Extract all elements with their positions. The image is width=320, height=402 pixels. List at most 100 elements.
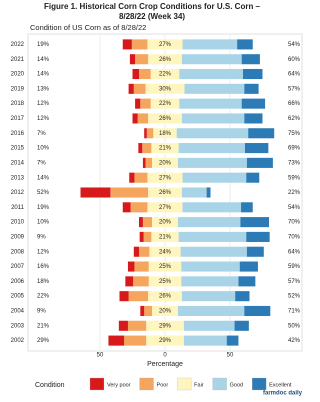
data-label: 13%: [37, 86, 50, 92]
bar-segment: [140, 305, 145, 317]
bar-segment: [80, 187, 111, 198]
y-tick-label: 2005: [11, 294, 25, 300]
bar-segment: [137, 113, 149, 124]
data-label: 7%: [37, 131, 46, 137]
bar-segment: [148, 113, 182, 124]
data-label: 59%: [288, 264, 301, 270]
bar-segment: [128, 83, 134, 94]
data-label: 16%: [37, 264, 50, 270]
bar-segment: [241, 98, 266, 109]
data-label: 62%: [288, 116, 301, 122]
bar-segment: [135, 54, 149, 65]
bar-segment: [110, 187, 149, 198]
bar-segment: [153, 128, 177, 139]
data-label: 52%: [37, 190, 50, 196]
bar-segment: [178, 305, 245, 317]
data-label: 9%: [37, 235, 46, 241]
bar-segment: [178, 217, 241, 228]
bar-segment: [138, 143, 143, 154]
y-tick-label: 2020: [11, 72, 25, 78]
bar-segment: [151, 143, 179, 154]
bar-segment: [246, 246, 264, 257]
bar-segment: [234, 320, 249, 331]
data-label: 64%: [288, 249, 301, 255]
bar-segment: [181, 54, 242, 65]
bar-segment: [144, 305, 152, 317]
bar-segment: [132, 113, 138, 124]
data-label: 54%: [288, 42, 301, 48]
data-label: 21%: [159, 235, 172, 241]
bar-segment: [241, 54, 260, 65]
bar-segment: [181, 291, 236, 302]
bar-segment: [147, 39, 183, 50]
bar-segment: [151, 231, 179, 242]
data-label: 27%: [159, 205, 172, 211]
legend-swatch: [89, 377, 105, 391]
data-label: 25%: [159, 264, 172, 270]
data-label: 20%: [159, 309, 172, 315]
data-label: 22%: [159, 72, 172, 78]
data-label: 52%: [288, 294, 301, 300]
data-label: 18%: [159, 131, 172, 137]
bar-segment: [129, 54, 136, 65]
legend-label: Excellent: [269, 382, 292, 388]
data-label: 75%: [288, 131, 301, 137]
legend-swatch: [212, 377, 227, 391]
data-label: 14%: [37, 72, 50, 78]
legend-swatch: [139, 377, 154, 391]
bar-segment: [118, 320, 128, 331]
bar-segment: [243, 68, 263, 80]
bar-segment: [128, 291, 149, 302]
bar-segment: [135, 98, 141, 109]
data-label: 64%: [288, 72, 301, 78]
bar-segment: [178, 231, 247, 242]
data-label: 19%: [37, 205, 50, 211]
bar-segment: [237, 39, 253, 50]
data-label: 26%: [159, 57, 172, 63]
data-label: 60%: [288, 57, 301, 63]
bar-segment: [152, 305, 178, 317]
source-logo: farmdoc daily: [263, 391, 303, 397]
bar-segment: [139, 231, 144, 242]
bar-segment: [246, 172, 260, 183]
data-label: 18%: [37, 279, 50, 285]
data-label: 22%: [288, 190, 301, 196]
bar-segment: [179, 98, 242, 109]
data-label: 69%: [288, 146, 301, 152]
data-label: 14%: [37, 175, 50, 181]
bar-segment: [132, 68, 139, 80]
legend-label: Fair: [194, 382, 204, 388]
y-tick-label: 2008: [11, 249, 25, 255]
bar-segment: [144, 128, 147, 139]
bar-segment: [246, 157, 273, 168]
bar-segment: [244, 305, 271, 317]
data-label: 57%: [288, 86, 301, 92]
bar-segment: [240, 217, 269, 228]
bar-segment: [241, 202, 253, 213]
bar-segment: [238, 276, 256, 287]
bar-segment: [122, 202, 131, 213]
data-label: 26%: [159, 294, 172, 300]
bar-segment: [244, 83, 259, 94]
bar-segment: [145, 83, 185, 94]
chart-title: 8/28/22 (Week 34): [119, 12, 185, 21]
bar-segment: [122, 39, 132, 50]
data-label: 70%: [288, 220, 301, 226]
bar-segment: [178, 143, 245, 154]
bar-segment: [140, 98, 151, 109]
legend-title: Condition: [35, 382, 65, 389]
bar-segment: [108, 335, 125, 346]
y-tick-label: 2013: [11, 175, 25, 181]
data-label: 10%: [37, 220, 50, 226]
bar-segment: [226, 335, 239, 346]
data-label: 12%: [37, 116, 50, 122]
data-label: 24%: [159, 249, 172, 255]
data-label: 27%: [159, 42, 172, 48]
chart-title: Figure 1. Historical Corn Crop Condition…: [44, 2, 261, 11]
bar-segment: [133, 83, 146, 94]
bar-segment: [146, 335, 184, 346]
bar-segment: [147, 172, 183, 183]
bar-segment: [183, 335, 227, 346]
bar-segment: [127, 320, 147, 331]
bar-segment: [119, 291, 129, 302]
